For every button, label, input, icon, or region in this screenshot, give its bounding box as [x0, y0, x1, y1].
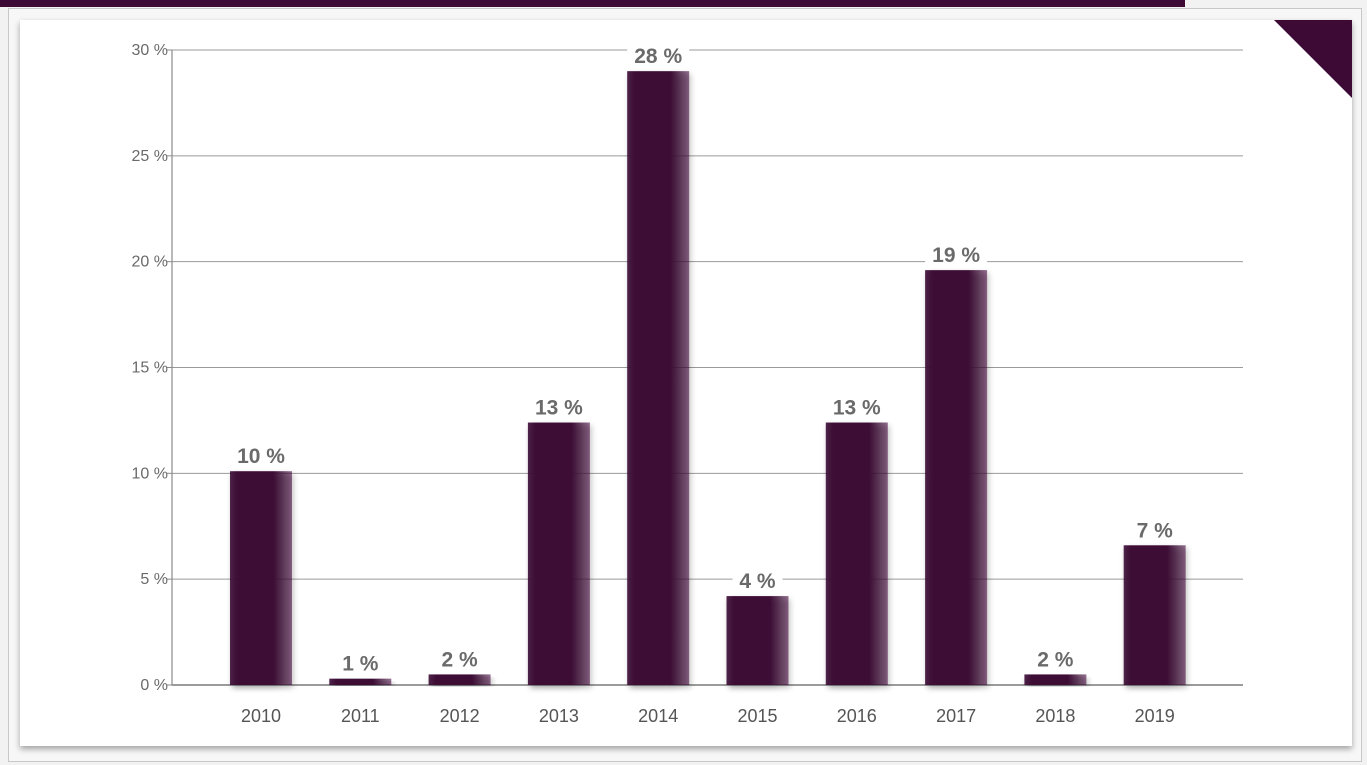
y-tick-label: 10 % — [132, 465, 168, 482]
x-tick-label: 2019 — [1135, 706, 1175, 726]
data-label: 2 % — [442, 648, 479, 671]
data-label: 1 % — [342, 653, 379, 676]
bar-2018 — [1024, 674, 1087, 685]
data-label-background — [1030, 646, 1081, 671]
data-label: 4 % — [739, 570, 776, 593]
bar-2017 — [925, 270, 988, 685]
y-axis: 0 % 5 % 10 % 15 % 20 % 25 % 30 % — [132, 42, 173, 694]
bar-2010 — [230, 471, 292, 685]
data-label: 13 % — [535, 397, 583, 420]
y-tick-label: 15 % — [132, 360, 168, 377]
y-tick-label: 25 % — [132, 148, 168, 165]
x-tick-label: 2017 — [936, 706, 976, 726]
bar-2013 — [527, 422, 590, 685]
data-label: 10 % — [237, 445, 285, 468]
x-tick-label: 2015 — [737, 706, 777, 726]
data-label: 19 % — [932, 244, 980, 267]
x-tick-label: 2011 — [341, 706, 380, 726]
data-label-background — [627, 43, 690, 68]
bar-2011 — [329, 678, 392, 685]
data-label-background — [1129, 517, 1180, 542]
bar-2012 — [428, 674, 491, 685]
x-tick-label: 2013 — [539, 706, 579, 726]
data-label: 7 % — [1137, 519, 1174, 542]
y-tick-label: 30 % — [132, 42, 168, 59]
x-tick-label: 2018 — [1035, 706, 1075, 726]
labels: 10 % 2010 1 % 2011 2 % 2012 13 % 2013 28 % 2014 4 … — [230, 43, 1180, 726]
data-label-background — [335, 650, 386, 675]
y-tick-label: 0 % — [140, 677, 168, 694]
x-tick-label: 2010 — [241, 706, 281, 726]
x-tick-label: 2016 — [837, 706, 877, 726]
data-label-background — [230, 443, 292, 468]
data-label-background — [527, 394, 590, 419]
bar-2019 — [1123, 545, 1186, 685]
x-tick-label: 2012 — [440, 706, 480, 726]
bar-2015 — [726, 596, 789, 685]
data-label: 13 % — [833, 397, 881, 420]
corner-accent — [1274, 20, 1352, 98]
data-label: 2 % — [1037, 648, 1074, 671]
data-label-background — [434, 646, 485, 671]
data-label: 28 % — [634, 45, 682, 68]
y-tick-label: 5 % — [140, 571, 168, 588]
data-label-background — [732, 568, 783, 593]
bars — [230, 71, 1186, 685]
x-tick-label: 2014 — [638, 706, 678, 726]
y-tick-label: 20 % — [132, 254, 168, 271]
data-label-background — [925, 242, 988, 267]
top-accent-bar — [0, 0, 1185, 7]
bar-2016 — [825, 422, 888, 685]
bar-2014 — [627, 71, 690, 685]
gridlines — [172, 49, 1243, 686]
data-label-background — [825, 394, 888, 419]
